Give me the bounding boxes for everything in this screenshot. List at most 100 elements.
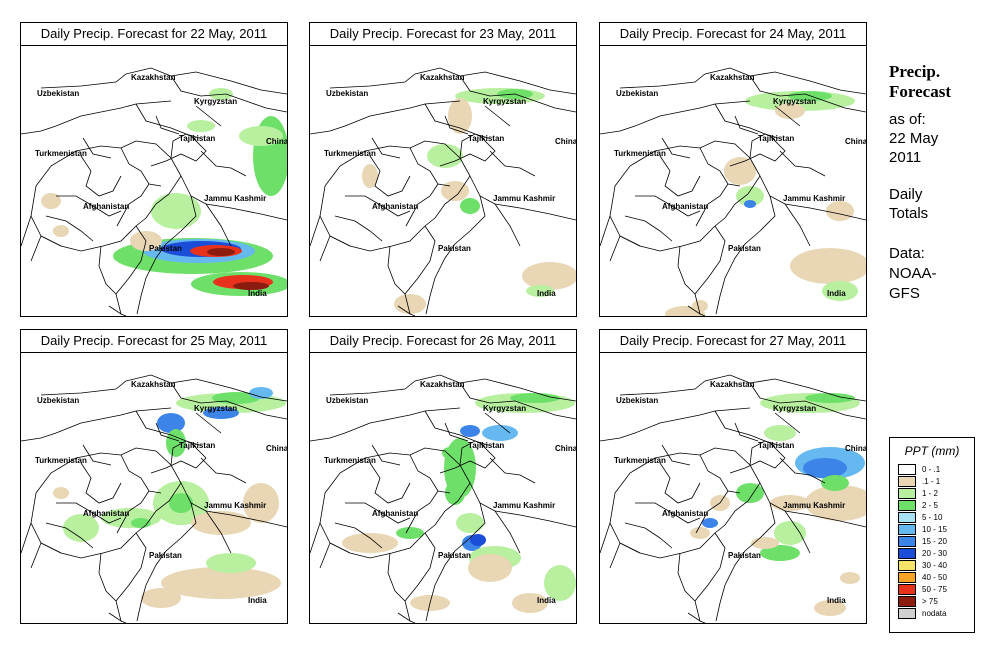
border-line [310,215,321,247]
country-label-afghanistan: Afghanistan [372,509,418,518]
precip-area [522,262,576,290]
country-label-uzbekistan: Uzbekistan [37,396,79,405]
border-line [345,195,411,217]
country-label-afghanistan: Afghanistan [83,509,129,518]
precip-area [826,201,854,221]
panel-title: Daily Precip. Forecast for 23 May, 2011 [309,22,577,46]
precip-area [362,164,378,188]
country-label-pakistan: Pakistan [438,551,471,560]
precip-area [151,193,201,229]
precip-area [394,294,426,314]
precip-area [161,567,281,599]
country-label-kyrgyzstan: Kyrgyzstan [773,404,816,413]
precip-layer [665,91,866,316]
precip-area [764,425,796,441]
border-line [30,447,182,559]
country-label-uzbekistan: Uzbekistan [616,89,658,98]
border-line [329,67,576,95]
precip-map: Kazakhstan Uzbekistan Kyrgyzstan Tajikistan… [20,352,288,624]
border-line [120,313,127,316]
precip-area [744,200,756,208]
precip-area [342,533,398,553]
border-line [784,203,811,247]
country-label-jammu_kashmir: Jammu Kashmir [204,501,266,510]
border-line [459,382,576,420]
border-line [749,382,866,420]
country-label-afghanistan: Afghanistan [372,202,418,211]
border-line [619,374,866,402]
panel-title: Daily Precip. Forecast for 27 May, 2011 [599,329,867,353]
precip-area [63,514,99,542]
precip-area [544,565,576,601]
border-line [600,100,751,135]
precip-area [840,572,860,584]
legend-swatch [898,476,916,487]
legend-label: 1 - 2 [922,489,939,498]
legend-row: 10 - 15 [898,524,970,535]
country-label-kazakhstan: Kazakhstan [131,380,176,389]
legend-label: 5 - 10 [922,513,943,522]
border-line [319,235,351,262]
precip-area [239,126,283,146]
forecast-panel-3: Daily Precip. Forecast for 24 May, 2011 … [599,22,867,317]
sidebar-title-line2: Forecast [889,82,951,101]
border-line [30,542,62,569]
precip-map: Kazakhstan Uzbekistan Kyrgyzstan Tajikistan… [309,352,577,624]
border-line [200,457,247,484]
border-line [334,522,383,549]
country-label-kyrgyzstan: Kyrgyzstan [483,404,526,413]
forecast-panel-4: Daily Precip. Forecast for 25 May, 2011 … [20,329,288,624]
border-line [170,440,200,466]
border-line [319,140,471,252]
border-line [329,374,576,402]
country-label-kyrgyzstan: Kyrgyzstan [194,404,237,413]
legend-label: > 75 [922,597,938,606]
country-label-turkmenistan: Turkmenistan [35,149,87,158]
border-line [687,532,726,622]
border-line [749,75,866,113]
border-line [489,150,536,177]
border-line [409,147,451,187]
border-line [371,444,401,466]
precip-area [131,518,151,528]
panel-title: Daily Precip. Forecast for 26 May, 2011 [309,329,577,353]
map-svg: Kazakhstan Uzbekistan Kyrgyzstan Tajikistan… [310,374,576,623]
asof-line1: as of: [889,111,926,128]
precip-layer [342,393,576,613]
border-line [677,245,696,295]
border-line [734,115,759,135]
map-svg: Kazakhstan Uzbekistan Kyrgyzstan Tajikistan… [310,67,576,316]
country-label-kazakhstan: Kazakhstan [710,380,755,389]
ppt-legend: PPT (mm) 0 - .1 .1 - 1 1 - 2 2 - 5 5 - 1… [889,437,975,633]
border-line [444,115,469,135]
country-label-turkmenistan: Turkmenistan [35,456,87,465]
border-line [635,502,701,524]
precip-area [243,483,279,523]
border-line [200,150,247,177]
border-line [749,133,779,159]
border-line [695,490,729,534]
border-line [155,422,180,442]
precip-area [427,144,463,168]
country-label-china: China [555,137,576,146]
country-label-kyrgyzstan: Kyrgyzstan [194,97,237,106]
precip-area [775,103,805,119]
precip-area [41,193,61,209]
legend-swatch [898,512,916,523]
country-label-afghanistan: Afghanistan [83,202,129,211]
legend-label: nodata [922,609,947,618]
country-label-tajikistan: Tajikistan [468,441,504,450]
border-line [784,510,811,554]
border-line [609,235,641,262]
border-line [120,620,127,623]
border-line [774,105,801,127]
country-label-india: India [827,596,846,605]
border-line [369,155,411,197]
border-line [759,482,866,528]
country-label-jammu_kashmir: Jammu Kashmir [204,194,266,203]
country-label-india: India [537,596,556,605]
border-line [624,215,673,242]
border-line [405,490,439,534]
country-label-uzbekistan: Uzbekistan [616,396,658,405]
precip-area [53,487,69,499]
